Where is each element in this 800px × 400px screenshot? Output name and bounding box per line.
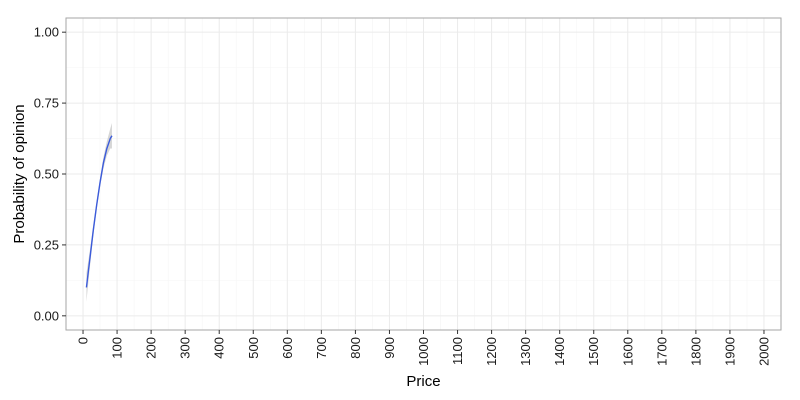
x-tick-label: 300 (178, 337, 193, 359)
x-tick-label: 1000 (416, 337, 431, 366)
x-axis-title: Price (406, 373, 440, 390)
grid (66, 18, 781, 330)
x-tick-label: 400 (212, 337, 227, 359)
y-tick-label: 0.25 (34, 237, 59, 252)
x-tick-label: 900 (382, 337, 397, 359)
x-tick-label: 700 (314, 337, 329, 359)
x-tick-label: 1200 (484, 337, 499, 366)
x-tick-label: 1700 (654, 337, 669, 366)
y-tick-label: 1.00 (34, 25, 59, 40)
x-tick-label: 1800 (688, 337, 703, 366)
y-tick-label: 0.50 (34, 167, 59, 182)
x-tick-label: 1400 (552, 337, 567, 366)
x-tick-label: 200 (144, 337, 159, 359)
x-tick-label: 1300 (518, 337, 533, 366)
y-tick-label: 0.00 (34, 308, 59, 323)
x-tick-label: 800 (348, 337, 363, 359)
x-tick-label: 1100 (450, 337, 465, 365)
x-tick-label: 2000 (756, 337, 771, 366)
axes: 0.00 0.25 0.50 0.75 1.00 0 100 200 300 400 500 600 7… (34, 25, 772, 366)
x-tick-label: 1600 (620, 337, 635, 366)
x-tick-label: 500 (246, 337, 261, 359)
x-tick-label: 0 (76, 337, 91, 344)
x-tick-label: 100 (110, 337, 125, 359)
y-tick-label: 0.75 (34, 96, 59, 111)
x-tick-label: 1900 (722, 337, 737, 366)
fitted-line (85, 135, 113, 288)
x-tick-label: 600 (280, 337, 295, 359)
x-tick-label: 1500 (586, 337, 601, 366)
plot-area (85, 122, 113, 302)
y-axis-title: Probability of opinion (11, 104, 28, 243)
